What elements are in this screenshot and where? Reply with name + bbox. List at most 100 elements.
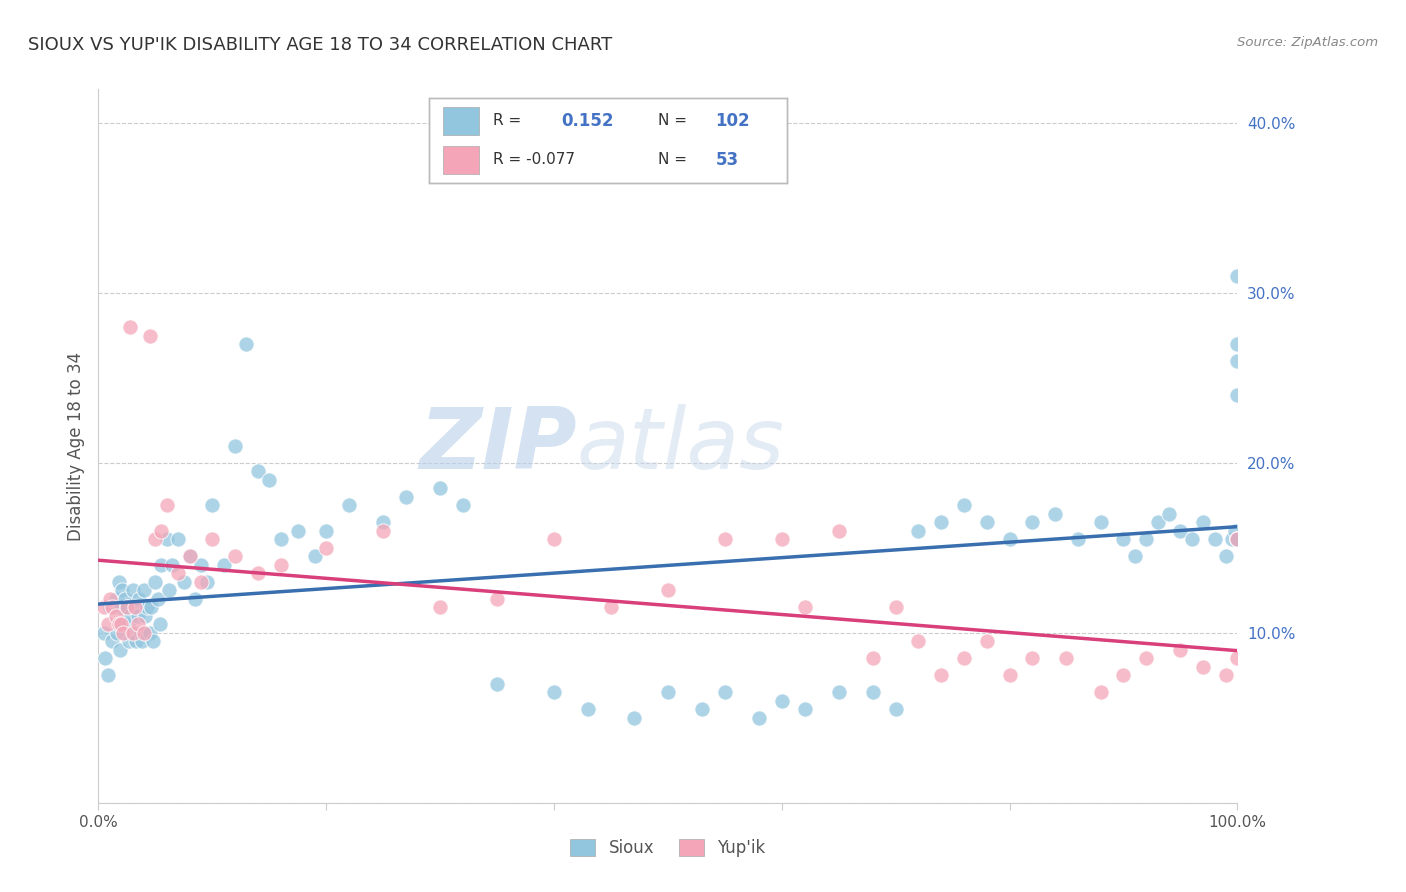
Point — [576, 702, 599, 716]
Point — [1021, 516, 1043, 530]
Point — [195, 574, 218, 589]
Point — [136, 600, 159, 615]
Point — [138, 626, 160, 640]
Point — [93, 600, 115, 615]
Point — [1123, 549, 1146, 564]
Point — [150, 524, 173, 538]
Y-axis label: Disability Age 18 to 34: Disability Age 18 to 34 — [66, 351, 84, 541]
Point — [862, 685, 884, 699]
Point — [371, 516, 394, 530]
Point — [101, 634, 124, 648]
Point — [451, 499, 474, 513]
Point — [1112, 533, 1135, 547]
Point — [287, 524, 309, 538]
Point — [104, 591, 127, 606]
Point — [167, 533, 190, 547]
Point — [793, 702, 815, 716]
Point — [1112, 668, 1135, 682]
Point — [122, 626, 145, 640]
Point — [304, 549, 326, 564]
Point — [132, 583, 155, 598]
Point — [146, 591, 169, 606]
Text: R = -0.077: R = -0.077 — [494, 153, 575, 168]
Point — [998, 668, 1021, 682]
Point — [929, 516, 952, 530]
Point — [714, 533, 737, 547]
Point — [976, 516, 998, 530]
Point — [173, 574, 195, 589]
Text: 53: 53 — [716, 151, 738, 169]
FancyBboxPatch shape — [443, 146, 479, 175]
Point — [117, 617, 139, 632]
Point — [1135, 651, 1157, 665]
Point — [1170, 643, 1192, 657]
Point — [120, 320, 142, 334]
Point — [337, 499, 360, 513]
Point — [1135, 533, 1157, 547]
Text: R =: R = — [494, 113, 522, 128]
Point — [212, 558, 235, 572]
Point — [1192, 660, 1215, 674]
Text: ZIP: ZIP — [419, 404, 576, 488]
Point — [142, 634, 165, 648]
Point — [190, 558, 212, 572]
Point — [125, 634, 148, 648]
Point — [1090, 685, 1112, 699]
Point — [600, 600, 623, 615]
Point — [1043, 507, 1066, 521]
Point — [1215, 549, 1237, 564]
Point — [124, 600, 146, 615]
Point — [108, 643, 131, 657]
Point — [1226, 533, 1249, 547]
Point — [224, 439, 246, 453]
Point — [748, 711, 770, 725]
Point — [201, 499, 224, 513]
Point — [1021, 651, 1043, 665]
Point — [201, 533, 224, 547]
Point — [149, 617, 172, 632]
Point — [793, 600, 815, 615]
FancyBboxPatch shape — [443, 107, 479, 135]
Point — [998, 533, 1021, 547]
Point — [112, 617, 135, 632]
Point — [828, 685, 851, 699]
Point — [156, 533, 179, 547]
Text: 102: 102 — [716, 112, 751, 130]
Text: N =: N = — [658, 113, 688, 128]
Point — [953, 651, 976, 665]
Point — [179, 549, 201, 564]
Point — [395, 490, 418, 504]
Point — [1226, 269, 1249, 284]
Point — [929, 668, 952, 682]
Point — [1226, 651, 1249, 665]
Point — [657, 583, 679, 598]
Point — [190, 574, 212, 589]
Point — [235, 337, 257, 351]
Point — [112, 626, 135, 640]
Point — [127, 608, 149, 623]
Point — [246, 566, 269, 581]
Text: N =: N = — [658, 153, 688, 168]
Point — [1054, 651, 1078, 665]
Point — [120, 608, 142, 623]
Point — [98, 591, 121, 606]
Point — [150, 558, 173, 572]
Point — [131, 634, 153, 648]
Point — [315, 541, 337, 555]
Point — [94, 651, 117, 665]
Point — [115, 600, 138, 615]
Point — [124, 600, 146, 615]
Point — [98, 600, 121, 615]
Point — [1226, 388, 1249, 402]
Point — [1220, 533, 1243, 547]
Point — [246, 465, 269, 479]
Point — [1067, 533, 1090, 547]
Point — [110, 617, 132, 632]
Point — [270, 533, 292, 547]
Point — [953, 499, 976, 513]
Point — [110, 600, 132, 615]
Point — [1146, 516, 1168, 530]
Point — [690, 702, 713, 716]
Point — [138, 328, 160, 343]
Point — [770, 694, 793, 708]
